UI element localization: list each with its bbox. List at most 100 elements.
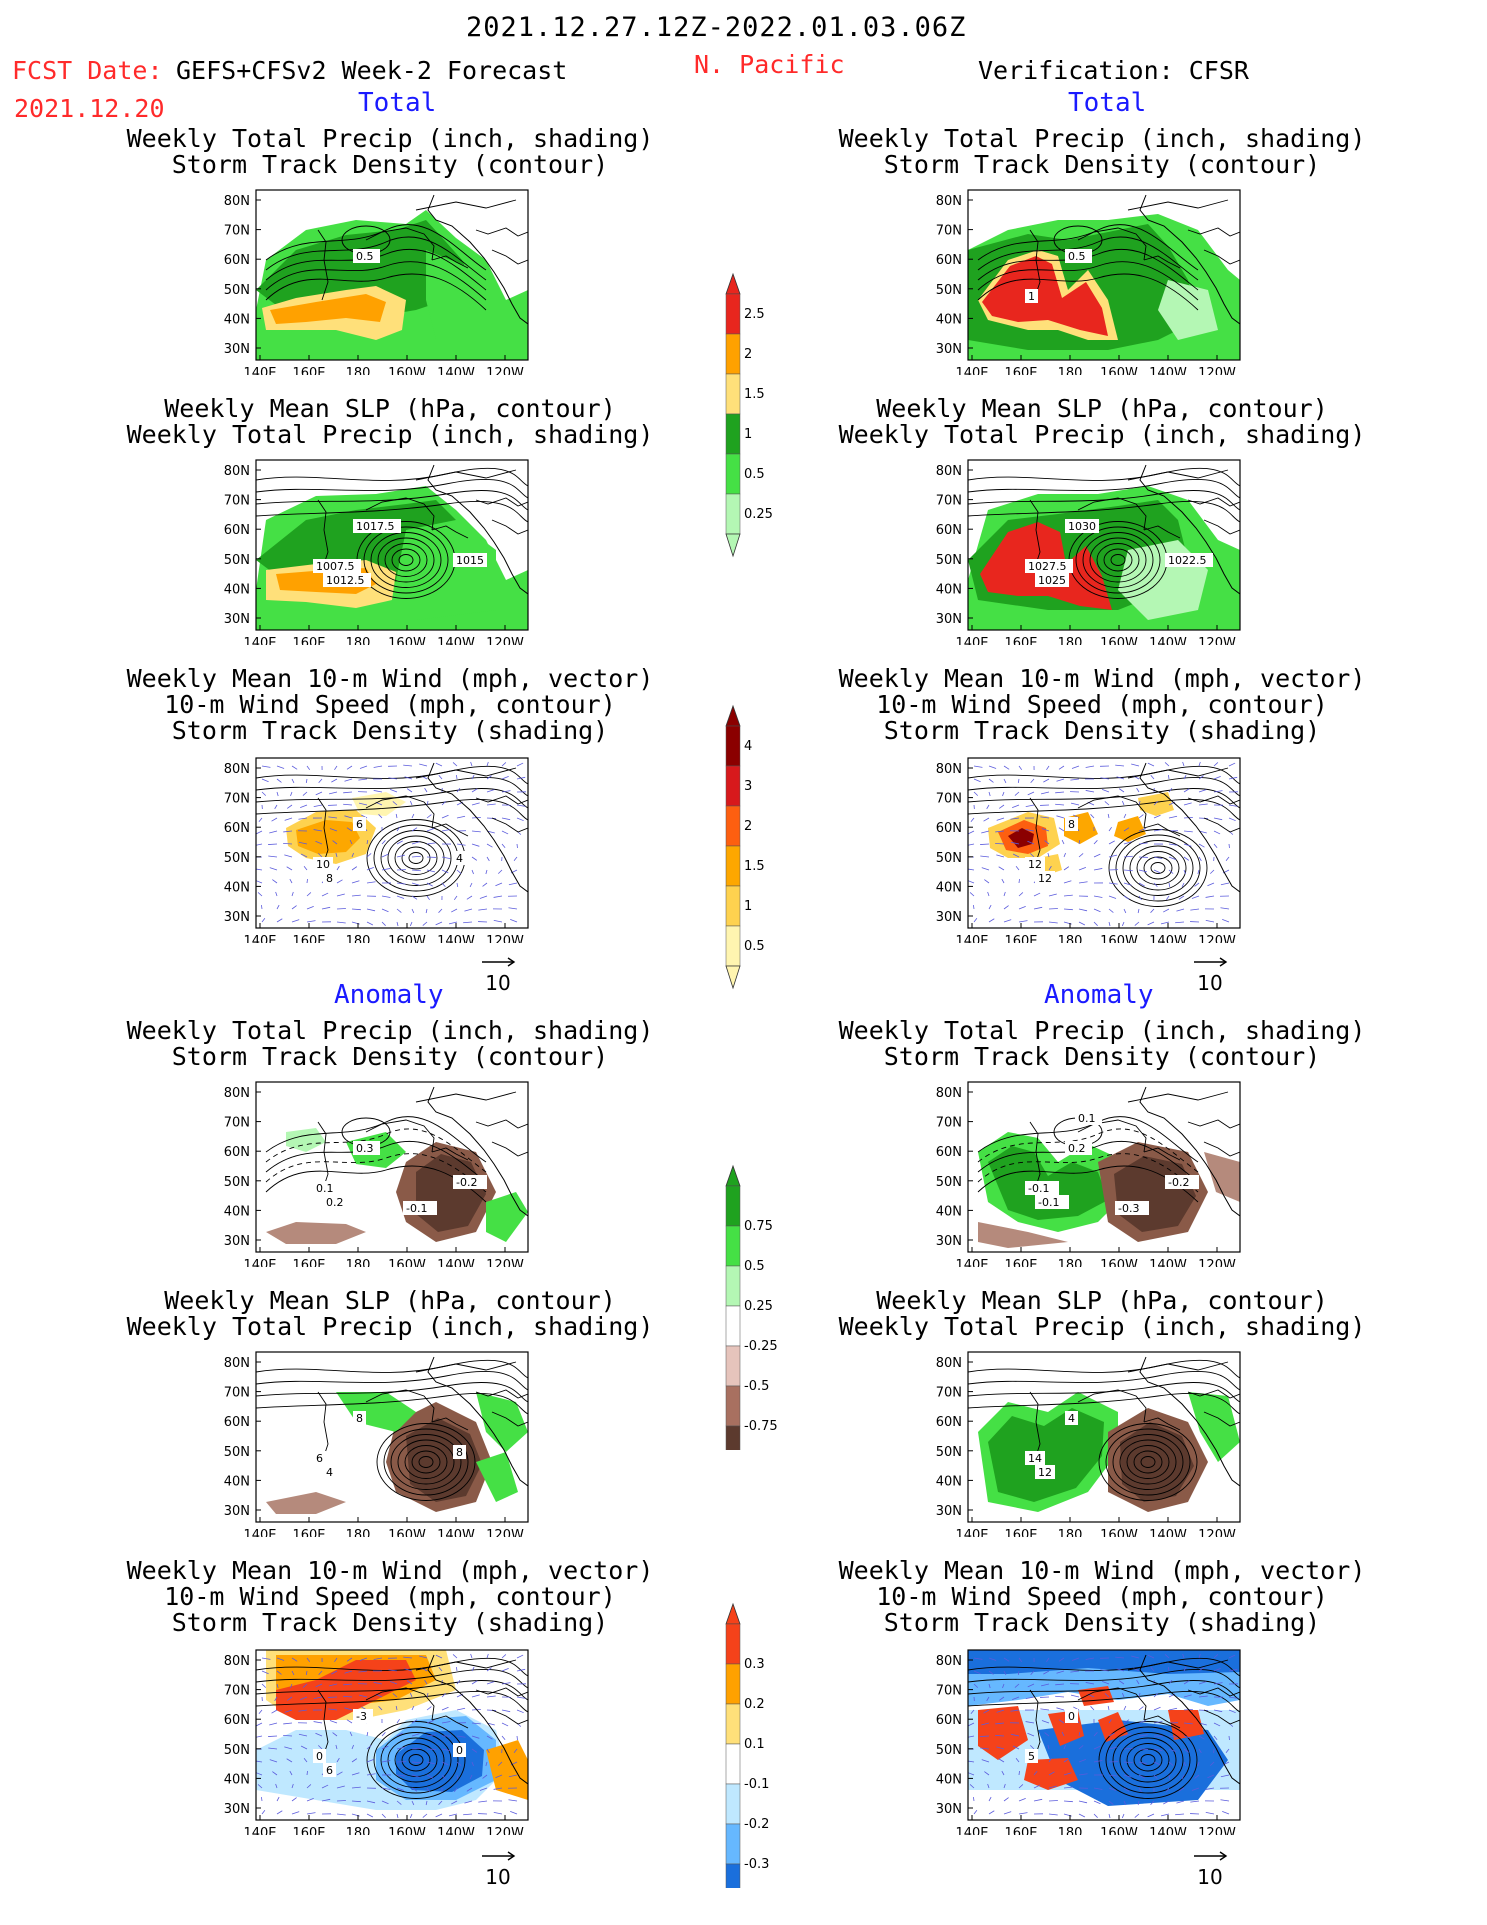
lat-tick-label: 70N xyxy=(224,1684,250,1699)
lon-tick-label: 120W xyxy=(486,934,524,943)
panel-title-f5: Weekly Mean SLP (hPa, contour) Weekly Tot… xyxy=(126,1286,654,1341)
contour-label: -0.3 xyxy=(1118,1202,1139,1215)
lat-tick-label: 30N xyxy=(936,910,962,925)
lat-tick-label: 40N xyxy=(936,880,962,895)
contour-label: 1017.5 xyxy=(356,520,395,533)
lat-tick-label: 80N xyxy=(936,194,962,209)
lon-tick-label: 160W xyxy=(1100,1528,1138,1537)
colorbar-precip-anomaly: 0.75 0.5 0.25 -0.25 -0.5 -0.75 xyxy=(725,1164,778,1450)
lat-tick-label: 70N xyxy=(936,224,962,239)
lat-tick-label: 50N xyxy=(224,1743,250,1758)
colorbar-label: -0.2 xyxy=(744,1817,769,1832)
lat-tick-label: 80N xyxy=(224,1654,250,1669)
lat-tick-label: 30N xyxy=(224,1234,250,1249)
lat-tick-label: 60N xyxy=(936,523,962,538)
lat-tick-label: 60N xyxy=(936,821,962,836)
lon-tick-label: 140E xyxy=(955,934,988,943)
lon-tick-label: 140W xyxy=(437,636,475,645)
colorbar-swatch xyxy=(725,1703,741,1745)
lon-tick-label: 120W xyxy=(486,366,524,375)
vector-ref-v6: 10 xyxy=(1194,1851,1228,1889)
lon-tick-label: 180 xyxy=(1058,1826,1083,1835)
colorbar-label: 1 xyxy=(744,899,752,914)
lon-tick-label: 140E xyxy=(955,1258,988,1267)
section-anomaly-left: Anomaly xyxy=(334,980,444,1010)
colorbar-label: 3 xyxy=(744,779,752,794)
lon-tick-label: 140W xyxy=(437,934,475,943)
lat-tick-label: 70N xyxy=(224,1116,250,1131)
lat-tick-label: 30N xyxy=(224,342,250,357)
lon-tick-label: 160E xyxy=(292,934,325,943)
fcst-date: 2021.12.20 xyxy=(14,94,165,123)
lon-tick-label: 160W xyxy=(1100,1826,1138,1835)
colorbar-swatch xyxy=(725,1385,741,1427)
contour-label: 6 xyxy=(356,818,363,831)
lat-tick-label: 70N xyxy=(936,1684,962,1699)
region-title: N. Pacific xyxy=(694,50,845,79)
contour-label: -0.2 xyxy=(456,1176,477,1189)
lat-tick-label: 80N xyxy=(224,762,250,777)
lon-tick-label: 120W xyxy=(486,636,524,645)
contour-label: -3 xyxy=(356,1710,367,1723)
colorbar-swatch xyxy=(725,1265,741,1307)
lat-tick-label: 50N xyxy=(936,1445,962,1460)
lon-tick-label: 160E xyxy=(1004,1528,1037,1537)
lon-tick-label: 140W xyxy=(1149,1258,1187,1267)
lon-tick-label: 140E xyxy=(955,636,988,645)
contour-label: 8 xyxy=(1068,818,1075,831)
panel-title-f6: Weekly Mean 10-m Wind (mph, vector) 10-m … xyxy=(126,1556,654,1637)
lon-tick-label: 180 xyxy=(346,1826,371,1835)
lon-tick-label: 180 xyxy=(1058,934,1083,943)
contour-label: 5 xyxy=(1028,1750,1035,1763)
lat-tick-label: 60N xyxy=(936,1713,962,1728)
lon-tick-label: 120W xyxy=(1198,1826,1236,1835)
lon-tick-label: 160E xyxy=(1004,1826,1037,1835)
contour-label: 0.2 xyxy=(326,1196,344,1209)
section-total-left: Total xyxy=(358,88,437,118)
lon-tick-label: 120W xyxy=(1198,636,1236,645)
lat-tick-label: 30N xyxy=(936,612,962,627)
colorbar-label: -0.75 xyxy=(744,1419,778,1434)
lon-tick-label: 160E xyxy=(292,1826,325,1835)
colorbar-swatch xyxy=(725,1623,741,1665)
lat-tick-label: 80N xyxy=(936,1654,962,1669)
vector-ref-v3: 10 xyxy=(1194,957,1228,995)
colorbar-label: 0.25 xyxy=(744,507,773,522)
contour-label: 4 xyxy=(1068,1412,1075,1425)
lon-tick-label: 140W xyxy=(1149,636,1187,645)
lat-tick-label: 60N xyxy=(936,1145,962,1160)
contour-label: 0.5 xyxy=(356,250,374,263)
panel-title-v5: Weekly Mean SLP (hPa, contour) Weekly Tot… xyxy=(838,1286,1366,1341)
lat-tick-label: 50N xyxy=(224,1175,250,1190)
colorbar-swatch xyxy=(725,885,741,927)
lon-tick-label: 140W xyxy=(1149,934,1187,943)
lat-tick-label: 60N xyxy=(936,1415,962,1430)
contour-label: 12 xyxy=(1038,1466,1052,1479)
lat-tick-label: 40N xyxy=(936,1204,962,1219)
lon-tick-label: 180 xyxy=(1058,1528,1083,1537)
colorbar-label: 1.5 xyxy=(744,387,765,402)
lat-tick-label: 30N xyxy=(224,1504,250,1519)
lon-tick-label: 120W xyxy=(486,1528,524,1537)
lon-tick-label: 180 xyxy=(1058,366,1083,375)
lat-tick-label: 80N xyxy=(224,464,250,479)
colorbar-label: 0.75 xyxy=(744,1219,773,1234)
lon-tick-label: 160W xyxy=(388,1826,426,1835)
colorbar-swatch xyxy=(725,1863,741,1888)
contour-label: 0.3 xyxy=(356,1142,374,1155)
lon-tick-label: 180 xyxy=(346,1258,371,1267)
lon-tick-label: 140E xyxy=(243,636,276,645)
lat-tick-label: 70N xyxy=(224,224,250,239)
lon-tick-label: 120W xyxy=(1198,1528,1236,1537)
lon-tick-label: 160E xyxy=(292,366,325,375)
lat-tick-label: 40N xyxy=(224,1772,250,1787)
lat-tick-label: 30N xyxy=(936,342,962,357)
lat-tick-label: 80N xyxy=(936,1356,962,1371)
lon-tick-label: 140E xyxy=(955,1528,988,1537)
lon-tick-label: 140W xyxy=(437,366,475,375)
contour-label: -0.2 xyxy=(1168,1176,1189,1189)
lon-tick-label: 180 xyxy=(346,366,371,375)
colorbar-precip-total: 2.5 2 1.5 1 0.5 0.25 xyxy=(725,272,773,558)
contour-label: 1012.5 xyxy=(326,574,365,587)
